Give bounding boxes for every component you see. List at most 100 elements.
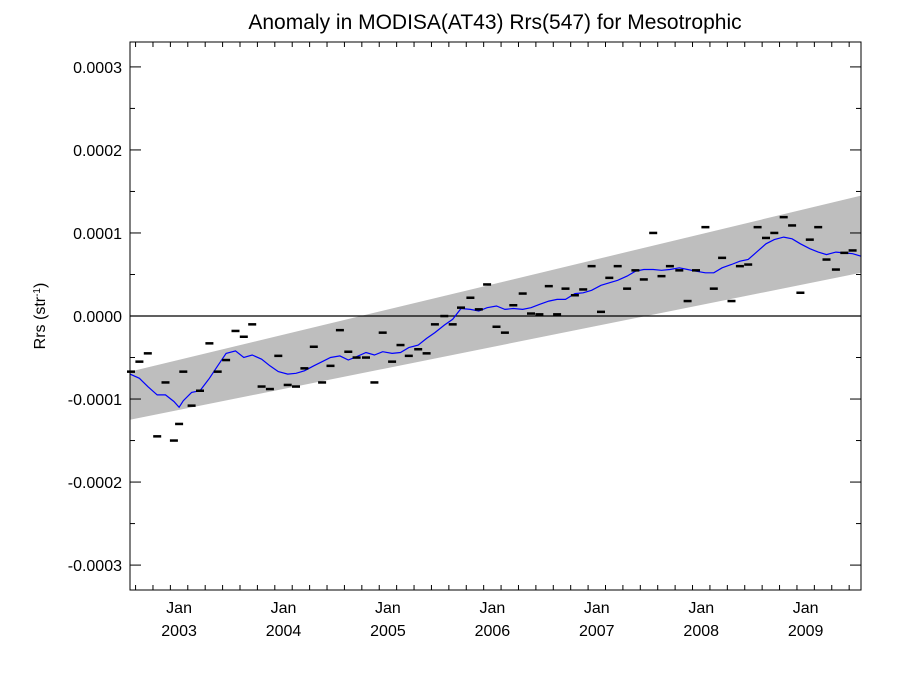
data-point xyxy=(492,325,501,328)
data-point xyxy=(605,276,614,280)
data-point xyxy=(370,381,379,384)
x-tick-label-month: Jan xyxy=(688,600,714,617)
x-tick-label-year: 2007 xyxy=(579,623,615,640)
data-point xyxy=(597,310,605,314)
data-point xyxy=(509,304,518,307)
data-point xyxy=(518,292,527,295)
data-point xyxy=(570,294,579,297)
data-point xyxy=(335,328,344,332)
data-point xyxy=(474,308,483,311)
data-point xyxy=(466,296,475,299)
data-point xyxy=(239,335,248,338)
x-tick-label-month: Jan xyxy=(584,600,610,617)
data-point xyxy=(587,264,596,268)
data-point xyxy=(709,287,718,290)
data-point xyxy=(718,256,727,260)
data-point xyxy=(796,291,805,294)
y-tick-label: 0.0000 xyxy=(73,309,122,326)
data-point xyxy=(179,370,188,373)
y-tick-label: -0.0003 xyxy=(68,558,122,575)
data-point xyxy=(848,249,857,252)
data-point xyxy=(440,314,449,318)
data-point xyxy=(135,360,144,363)
data-point xyxy=(231,329,240,333)
data-point xyxy=(344,350,353,353)
data-point xyxy=(422,352,431,355)
data-point xyxy=(675,269,684,272)
data-point xyxy=(175,422,184,426)
data-point xyxy=(318,381,327,384)
chart-title: Anomaly in MODISA(AT43) Rrs(547) for Mes… xyxy=(248,11,741,34)
x-tick-label-year: 2008 xyxy=(683,623,719,640)
data-point xyxy=(631,269,640,272)
data-point xyxy=(527,312,535,315)
data-point xyxy=(143,352,152,355)
data-point xyxy=(127,370,135,373)
x-tick-label-month: Jan xyxy=(793,600,819,617)
x-tick-label-month: Jan xyxy=(166,600,192,617)
data-point xyxy=(692,269,700,272)
confidence-band-layer xyxy=(130,195,861,420)
x-tick-label-year: 2009 xyxy=(788,623,824,640)
data-point xyxy=(352,356,361,359)
data-point xyxy=(213,370,222,373)
data-point xyxy=(561,287,570,290)
data-point xyxy=(665,264,674,268)
data-point xyxy=(657,274,666,278)
x-tick-label-year: 2005 xyxy=(370,623,406,640)
data-point xyxy=(779,215,788,219)
y-tick-label: 0.0001 xyxy=(73,226,122,243)
data-point xyxy=(414,348,423,351)
x-tick-label-month: Jan xyxy=(479,600,505,617)
data-point xyxy=(613,264,622,268)
data-point xyxy=(292,385,300,388)
data-point xyxy=(553,313,562,316)
data-point xyxy=(404,354,413,358)
y-axis-label-suffix: ) xyxy=(32,283,49,288)
data-point xyxy=(378,331,387,334)
data-point xyxy=(300,367,309,370)
data-point xyxy=(735,264,744,268)
data-point xyxy=(362,356,370,359)
data-point xyxy=(326,364,335,368)
x-tick-label-year: 2003 xyxy=(161,623,197,640)
data-point xyxy=(727,299,736,303)
data-point xyxy=(701,225,710,229)
data-point xyxy=(753,225,762,229)
data-point xyxy=(649,231,658,235)
y-tick-label: 0.0003 xyxy=(73,60,122,77)
data-points-layer xyxy=(127,215,857,442)
trend-line-layer xyxy=(129,236,862,409)
data-point xyxy=(500,331,509,334)
data-point xyxy=(639,278,648,281)
data-point xyxy=(535,313,544,316)
data-point xyxy=(623,287,632,290)
data-point xyxy=(831,268,840,271)
x-tick-label-month: Jan xyxy=(375,600,401,617)
data-point xyxy=(396,343,405,347)
data-point xyxy=(430,323,439,326)
y-axis-label-superscript: -1 xyxy=(32,288,43,297)
y-axis-label: Rrs (str-1) xyxy=(32,283,50,350)
data-point xyxy=(744,263,753,266)
confidence-band xyxy=(130,195,861,420)
data-point xyxy=(161,381,170,384)
data-point xyxy=(265,387,274,391)
data-point xyxy=(448,323,457,326)
data-point xyxy=(822,258,831,261)
data-point xyxy=(840,251,849,255)
y-axis: 0.0003 0.0002 0.0001 0.0000 -0.0001 -0.0002 -0… xyxy=(68,60,861,575)
y-tick-label: -0.0002 xyxy=(68,475,122,492)
data-point xyxy=(205,342,214,345)
trend-line xyxy=(129,236,862,409)
data-point xyxy=(788,224,797,227)
x-tick-label-year: 2006 xyxy=(475,623,511,640)
x-tick-label-year: 2004 xyxy=(266,623,302,640)
data-point xyxy=(770,231,779,235)
data-point xyxy=(257,385,266,388)
data-point xyxy=(762,236,770,240)
data-point xyxy=(457,306,465,309)
data-point xyxy=(153,435,162,438)
data-point xyxy=(196,389,204,392)
